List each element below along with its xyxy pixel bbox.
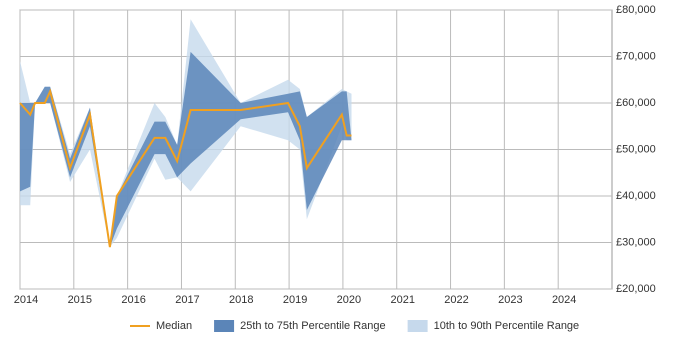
y-tick-label: £40,000 [616, 190, 656, 202]
x-tick-label: 2016 [121, 294, 145, 306]
x-tick-label: 2022 [444, 294, 468, 306]
legend-label: 25th to 75th Percentile Range [240, 320, 386, 332]
x-tick-label: 2019 [283, 294, 307, 306]
legend-swatch [407, 320, 428, 332]
x-tick-label: 2017 [175, 294, 199, 306]
legend-label: 10th to 90th Percentile Range [434, 320, 580, 332]
x-tick-label: 2021 [390, 294, 414, 306]
y-tick-label: £60,000 [616, 97, 656, 109]
y-tick-label: £80,000 [616, 4, 656, 16]
x-tick-label: 2020 [337, 294, 361, 306]
legend-swatch [214, 320, 235, 332]
legend-label: Median [156, 320, 192, 332]
y-tick-label: £20,000 [616, 283, 656, 295]
x-tick-label: 2024 [552, 294, 576, 306]
y-tick-label: £30,000 [616, 236, 656, 248]
y-tick-label: £50,000 [616, 143, 656, 155]
x-tick-label: 2015 [68, 294, 92, 306]
x-tick-label: 2023 [498, 294, 522, 306]
x-tick-label: 2018 [229, 294, 253, 306]
x-tick-label: 2014 [14, 294, 38, 306]
median-line [19, 88, 352, 248]
y-tick-label: £70,000 [616, 50, 656, 62]
